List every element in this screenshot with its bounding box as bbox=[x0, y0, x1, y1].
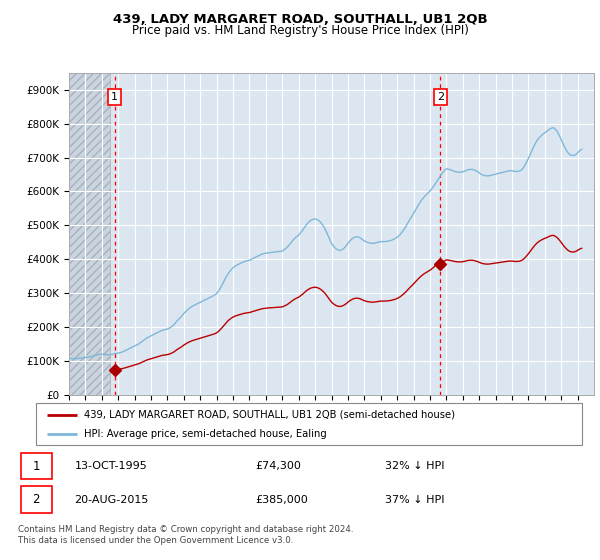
Text: HPI: Average price, semi-detached house, Ealing: HPI: Average price, semi-detached house,… bbox=[84, 429, 327, 439]
Text: 20-AUG-2015: 20-AUG-2015 bbox=[74, 495, 149, 505]
Text: Price paid vs. HM Land Registry's House Price Index (HPI): Price paid vs. HM Land Registry's House … bbox=[131, 24, 469, 37]
Text: 1: 1 bbox=[32, 460, 40, 473]
Text: 37% ↓ HPI: 37% ↓ HPI bbox=[385, 495, 444, 505]
Bar bbox=[69, 73, 110, 395]
Text: 439, LADY MARGARET ROAD, SOUTHALL, UB1 2QB (semi-detached house): 439, LADY MARGARET ROAD, SOUTHALL, UB1 2… bbox=[84, 409, 455, 419]
FancyBboxPatch shape bbox=[21, 453, 52, 479]
Text: 32% ↓ HPI: 32% ↓ HPI bbox=[385, 461, 444, 471]
Text: Contains HM Land Registry data © Crown copyright and database right 2024.
This d: Contains HM Land Registry data © Crown c… bbox=[18, 525, 353, 545]
FancyBboxPatch shape bbox=[36, 403, 582, 445]
Text: 1: 1 bbox=[111, 92, 118, 102]
Text: 2: 2 bbox=[437, 92, 444, 102]
Text: £74,300: £74,300 bbox=[255, 461, 301, 471]
FancyBboxPatch shape bbox=[21, 487, 52, 513]
Text: 13-OCT-1995: 13-OCT-1995 bbox=[74, 461, 147, 471]
Text: 2: 2 bbox=[32, 493, 40, 506]
Text: 439, LADY MARGARET ROAD, SOUTHALL, UB1 2QB: 439, LADY MARGARET ROAD, SOUTHALL, UB1 2… bbox=[113, 13, 487, 26]
Text: £385,000: £385,000 bbox=[255, 495, 308, 505]
